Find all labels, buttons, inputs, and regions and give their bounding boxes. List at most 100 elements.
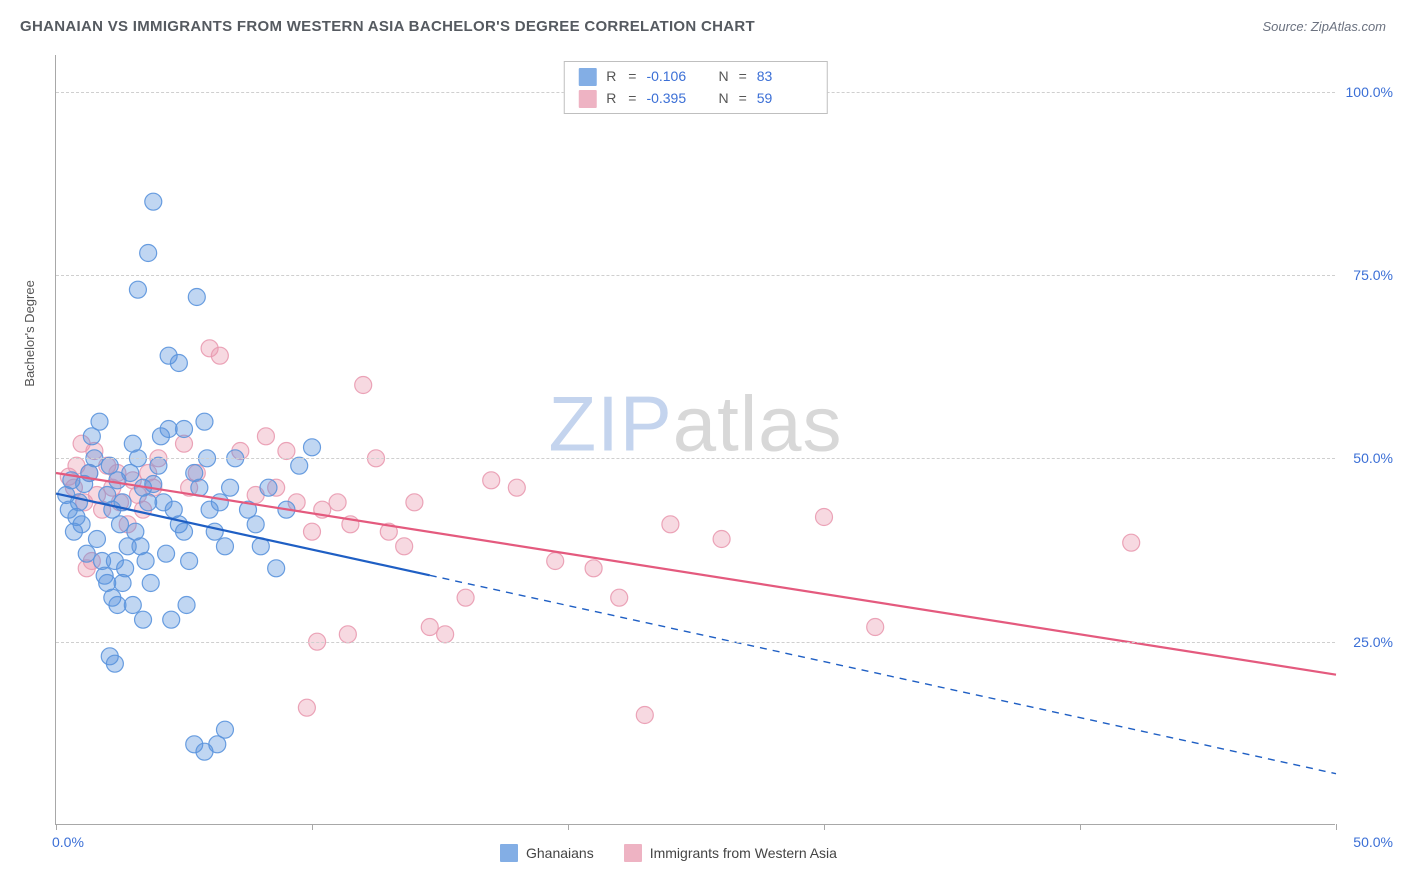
x-tick — [56, 824, 57, 830]
data-point-ghanaians — [145, 193, 162, 210]
r-label: R — [606, 66, 618, 88]
legend-label-ghanaians: Ghanaians — [526, 845, 594, 861]
gridline — [56, 642, 1335, 643]
data-point-w_asia — [713, 531, 730, 548]
n-value-ghanaians: 83 — [757, 66, 813, 88]
x-tick — [1080, 824, 1081, 830]
y-axis-title: Bachelor's Degree — [22, 280, 37, 387]
gridline — [56, 275, 1335, 276]
data-point-ghanaians — [114, 575, 131, 592]
data-point-ghanaians — [247, 516, 264, 533]
y-tick-label: 25.0% — [1353, 634, 1393, 650]
data-point-w_asia — [406, 494, 423, 511]
data-point-ghanaians — [112, 516, 129, 533]
x-tick-label: 0.0% — [52, 834, 84, 850]
data-point-ghanaians — [291, 457, 308, 474]
swatch-ghanaians — [500, 844, 518, 862]
data-point-w_asia — [867, 619, 884, 636]
data-point-w_asia — [508, 479, 525, 496]
data-point-w_asia — [483, 472, 500, 489]
data-point-ghanaians — [196, 413, 213, 430]
legend-item-wasia: Immigrants from Western Asia — [624, 844, 837, 862]
data-point-w_asia — [278, 443, 295, 460]
data-point-w_asia — [1123, 534, 1140, 551]
data-point-ghanaians — [78, 545, 95, 562]
swatch-ghanaians — [578, 68, 596, 86]
data-point-w_asia — [355, 377, 372, 394]
data-point-ghanaians — [181, 553, 198, 570]
data-point-w_asia — [816, 509, 833, 526]
y-tick-label: 50.0% — [1353, 450, 1393, 466]
y-tick-label: 75.0% — [1353, 267, 1393, 283]
data-point-ghanaians — [216, 721, 233, 738]
n-label: N — [718, 66, 728, 88]
data-point-ghanaians — [211, 494, 228, 511]
x-tick-label: 50.0% — [1353, 834, 1393, 850]
data-point-w_asia — [636, 707, 653, 724]
swatch-wasia — [624, 844, 642, 862]
data-point-ghanaians — [176, 523, 193, 540]
data-point-ghanaians — [124, 597, 141, 614]
chart-plot-area: ZIPatlas R = -0.106 N = 83 R = -0.395 N … — [55, 55, 1335, 825]
data-point-ghanaians — [150, 457, 167, 474]
equals-sign: = — [628, 66, 636, 88]
data-point-ghanaians — [178, 597, 195, 614]
r-value-ghanaians: -0.106 — [646, 66, 702, 88]
data-point-ghanaians — [206, 523, 223, 540]
r-label: R — [606, 88, 618, 110]
correlation-legend: R = -0.106 N = 83 R = -0.395 N = 59 — [563, 61, 828, 114]
n-label: N — [718, 88, 728, 110]
x-tick — [824, 824, 825, 830]
legend-label-wasia: Immigrants from Western Asia — [650, 845, 837, 861]
data-point-ghanaians — [60, 501, 77, 518]
legend-row-wasia: R = -0.395 N = 59 — [578, 88, 813, 110]
swatch-wasia — [578, 90, 596, 108]
data-point-ghanaians — [73, 516, 90, 533]
data-point-ghanaians — [129, 281, 146, 298]
data-point-ghanaians — [91, 413, 108, 430]
chart-title: GHANAIAN VS IMMIGRANTS FROM WESTERN ASIA… — [20, 18, 755, 35]
data-point-w_asia — [457, 589, 474, 606]
data-point-w_asia — [329, 494, 346, 511]
data-point-ghanaians — [88, 531, 105, 548]
data-point-ghanaians — [260, 479, 277, 496]
data-point-w_asia — [662, 516, 679, 533]
data-point-ghanaians — [304, 439, 321, 456]
data-point-w_asia — [421, 619, 438, 636]
data-point-ghanaians — [188, 289, 205, 306]
regression-line-extrapolated-ghanaians — [430, 575, 1336, 773]
data-point-ghanaians — [106, 655, 123, 672]
equals-sign: = — [739, 88, 747, 110]
data-point-ghanaians — [268, 560, 285, 577]
data-point-w_asia — [339, 626, 356, 643]
data-point-w_asia — [304, 523, 321, 540]
data-point-w_asia — [396, 538, 413, 555]
data-point-ghanaians — [158, 545, 175, 562]
data-point-ghanaians — [109, 597, 126, 614]
data-point-w_asia — [611, 589, 628, 606]
data-point-ghanaians — [142, 575, 159, 592]
data-point-w_asia — [547, 553, 564, 570]
series-legend: Ghanaians Immigrants from Western Asia — [500, 844, 837, 862]
data-point-ghanaians — [216, 538, 233, 555]
data-point-ghanaians — [137, 553, 154, 570]
x-tick — [312, 824, 313, 830]
data-point-ghanaians — [140, 245, 157, 262]
data-point-w_asia — [298, 699, 315, 716]
equals-sign: = — [739, 66, 747, 88]
data-point-ghanaians — [163, 611, 180, 628]
data-point-ghanaians — [176, 421, 193, 438]
data-point-w_asia — [211, 347, 228, 364]
legend-row-ghanaians: R = -0.106 N = 83 — [578, 66, 813, 88]
data-point-ghanaians — [135, 611, 152, 628]
data-point-ghanaians — [122, 465, 139, 482]
x-tick — [568, 824, 569, 830]
data-point-w_asia — [257, 428, 274, 445]
y-tick-label: 100.0% — [1346, 84, 1393, 100]
data-point-w_asia — [585, 560, 602, 577]
gridline — [56, 458, 1335, 459]
data-point-ghanaians — [170, 355, 187, 372]
data-point-ghanaians — [152, 428, 169, 445]
x-tick — [1336, 824, 1337, 830]
equals-sign: = — [628, 88, 636, 110]
